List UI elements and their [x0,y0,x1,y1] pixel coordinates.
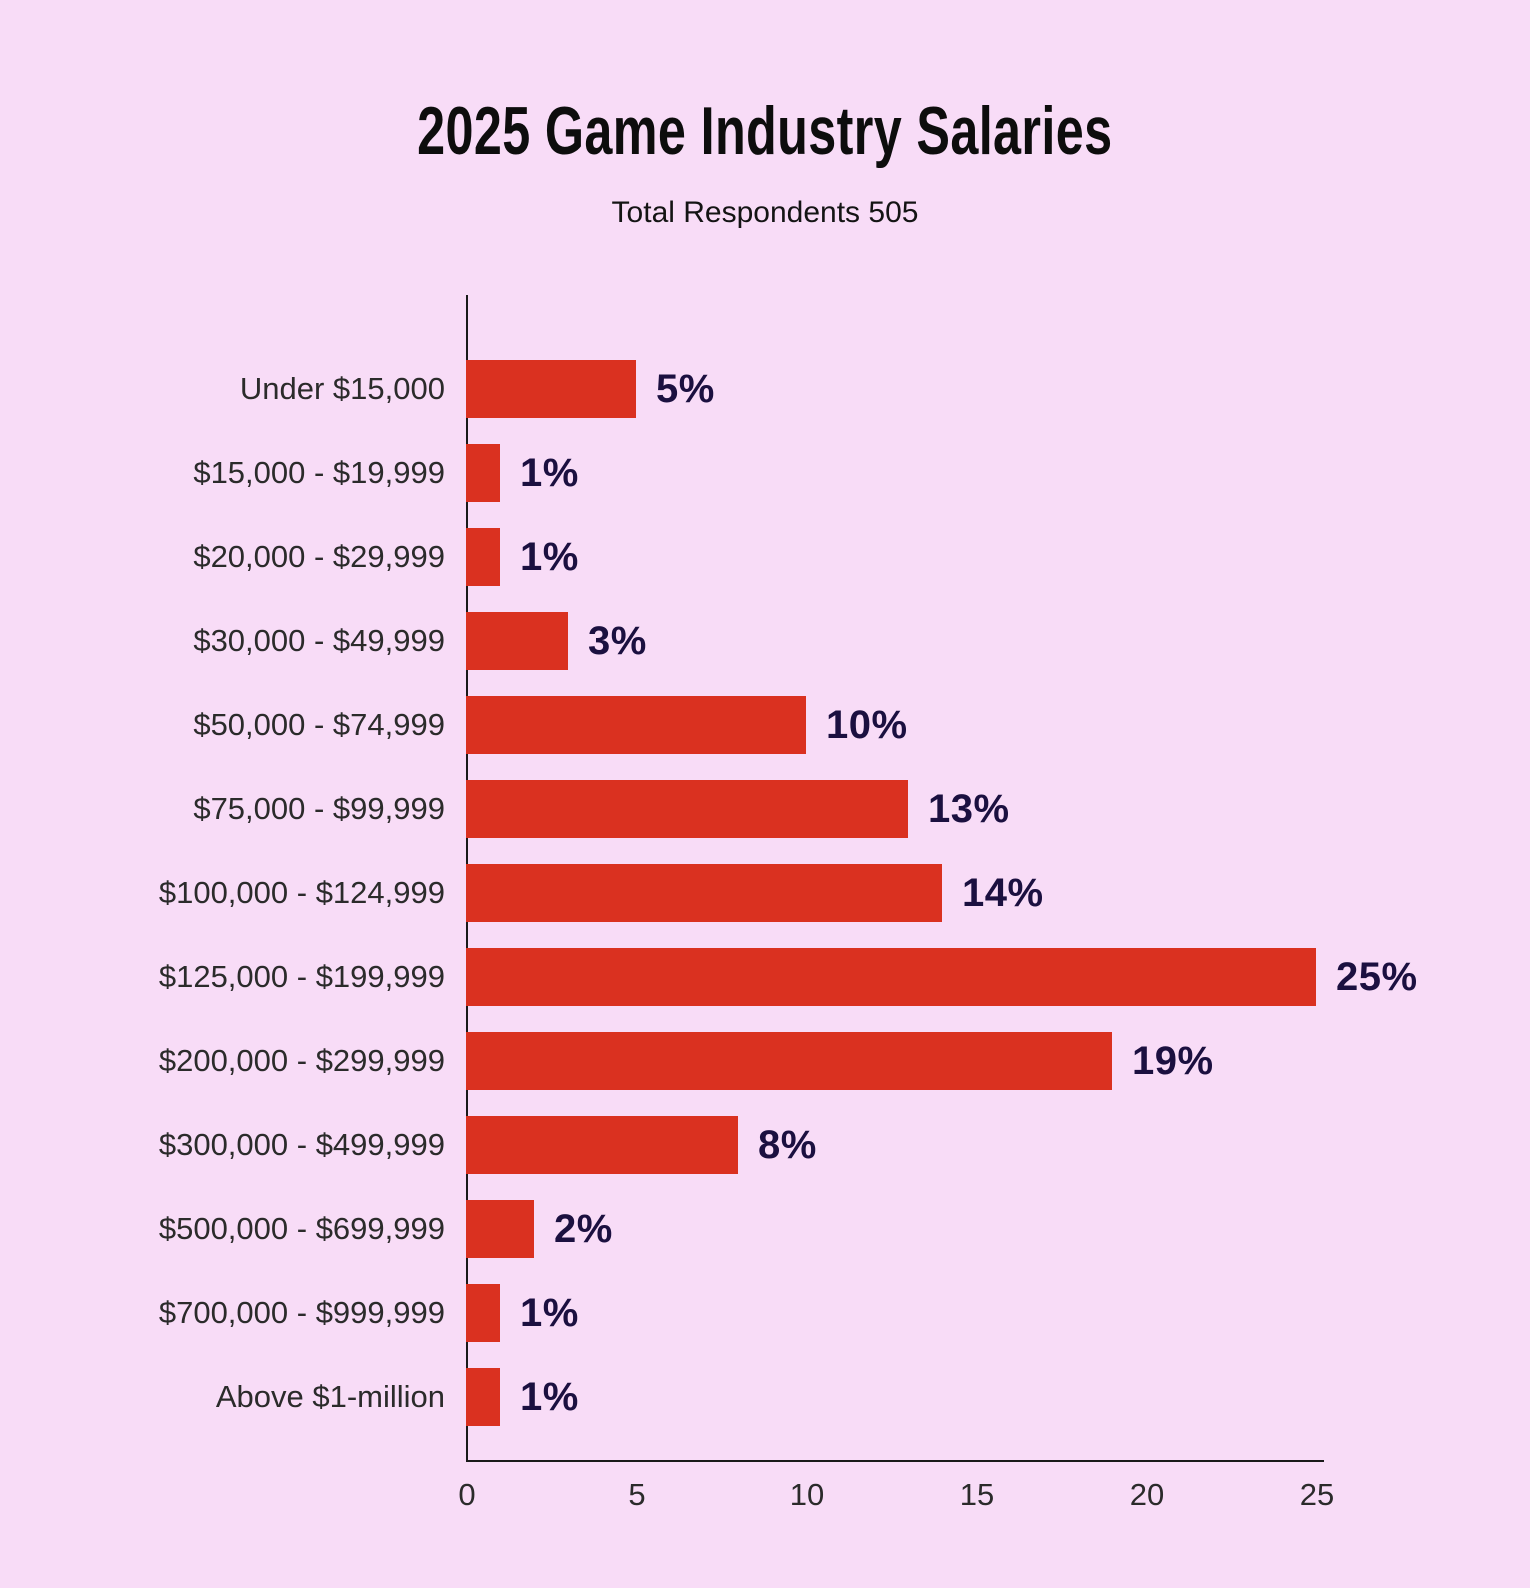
category-label: $20,000 - $29,999 [193,539,445,574]
bar-track: 10% [466,683,1530,767]
bar [466,360,636,418]
bar [466,864,942,922]
bar-track: 1% [466,1355,1530,1439]
bar-track: 2% [466,1187,1530,1271]
category-label: $200,000 - $299,999 [158,1043,445,1078]
category-label: $75,000 - $99,999 [193,791,445,826]
bar-track: 8% [466,1103,1530,1187]
bar-track: 13% [466,767,1530,851]
value-label: 5% [656,366,715,411]
bar [466,948,1316,1006]
bar-track: 19% [466,1019,1530,1103]
x-tick-label: 25 [1299,1477,1335,1512]
category-label: $500,000 - $699,999 [158,1211,445,1246]
bar-row: $20,000 - $29,999 1% [0,515,1530,599]
x-axis-line [466,1460,1324,1462]
bar-row: Under $15,000 5% [0,347,1530,431]
bar-row: $125,000 - $199,999 25% [0,935,1530,1019]
chart-subtitle: Total Respondents 505 [611,196,919,229]
bar-row: $700,000 - $999,999 1% [0,1271,1530,1355]
category-label: $125,000 - $199,999 [158,959,445,994]
value-label: 10% [826,702,908,747]
value-label: 8% [758,1122,817,1167]
x-tick-label: 20 [1129,1477,1165,1512]
x-tick-label: 5 [628,1477,646,1512]
bar [466,444,500,502]
value-label: 1% [520,450,579,495]
bar-track: 5% [466,347,1530,431]
bar [466,1200,534,1258]
chart-title: 2025 Game Industry Salaries [417,93,1113,169]
bar-rows: Under $15,000 5% $15,000 - $19,999 1% $20,00… [0,347,1530,1439]
bar-row: $200,000 - $299,999 19% [0,1019,1530,1103]
category-label: Under $15,000 [239,371,445,406]
value-label: 1% [520,1374,579,1419]
category-label: Above $1-million [215,1379,445,1414]
x-tick-label: 10 [789,1477,825,1512]
value-label: 13% [928,786,1010,831]
bar [466,612,568,670]
bar-row: $30,000 - $49,999 3% [0,599,1530,683]
value-label: 3% [588,618,647,663]
category-label: $30,000 - $49,999 [193,623,445,658]
x-tick-label: 15 [959,1477,995,1512]
bar-row: Above $1-million 1% [0,1355,1530,1439]
bar-row: $500,000 - $699,999 2% [0,1187,1530,1271]
bar-track: 3% [466,599,1530,683]
bar-row: $75,000 - $99,999 13% [0,767,1530,851]
category-label: $700,000 - $999,999 [158,1295,445,1330]
title-container: 2025 Game Industry Salaries [0,92,1530,170]
bar [466,1116,738,1174]
bar-track: 1% [466,431,1530,515]
category-label: $100,000 - $124,999 [158,875,445,910]
bar [466,696,806,754]
bar-row: $100,000 - $124,999 14% [0,851,1530,935]
value-label: 1% [520,1290,579,1335]
value-label: 2% [554,1206,613,1251]
bar-track: 1% [466,1271,1530,1355]
bar-chart: Under $15,000 5% $15,000 - $19,999 1% $20,00… [0,295,1530,1512]
bar [466,1284,500,1342]
category-label: $50,000 - $74,999 [193,707,445,742]
category-label: $300,000 - $499,999 [158,1127,445,1162]
bar-track: 14% [466,851,1530,935]
bar [466,780,908,838]
value-label: 1% [520,534,579,579]
bar [466,528,500,586]
bar-track: 1% [466,515,1530,599]
bar-track: 25% [466,935,1530,1019]
value-label: 25% [1336,954,1418,999]
bar-row: $15,000 - $19,999 1% [0,431,1530,515]
bar [466,1032,1112,1090]
value-label: 14% [962,870,1044,915]
value-label: 19% [1132,1038,1214,1083]
bar [466,1368,500,1426]
bar-row: $50,000 - $74,999 10% [0,683,1530,767]
category-label: $15,000 - $19,999 [193,455,445,490]
bar-row: $300,000 - $499,999 8% [0,1103,1530,1187]
x-tick-label: 0 [458,1477,476,1512]
